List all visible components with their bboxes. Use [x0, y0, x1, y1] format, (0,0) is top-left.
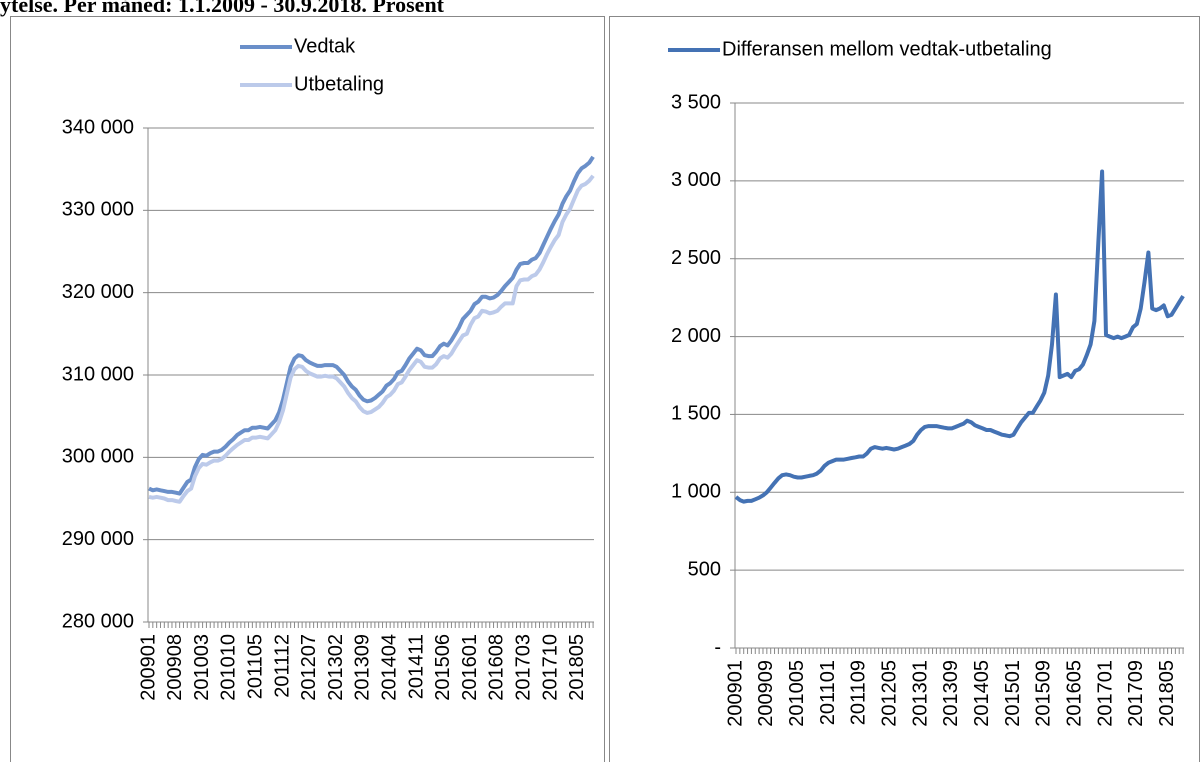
y-tick-label: 340 000 [62, 116, 134, 138]
data-line [148, 155, 595, 496]
x-tick-label: 201710 [539, 634, 561, 701]
figure-title: ytelse. Per måned: 1.1.2009 - 30.9.2018.… [0, 0, 445, 17]
x-tick-label: 201405 [971, 660, 993, 727]
x-tick-label: 201701 [1094, 660, 1116, 727]
x-tick-label: 201207 [298, 634, 320, 701]
right-frame [609, 16, 1200, 762]
x-tick-label: 201501 [1002, 660, 1024, 727]
x-tick-label: 201509 [1033, 660, 1055, 727]
y-tick-label: 330 000 [62, 199, 134, 221]
x-tick-label: 200901 [137, 634, 159, 701]
x-tick-label: 201109 [848, 660, 870, 725]
x-tick-label: 201105 [244, 634, 266, 699]
x-tick-label: 200908 [164, 634, 186, 701]
y-tick-label: 2 500 [671, 247, 721, 269]
x-tick-label: 200909 [755, 660, 777, 727]
y-tick-label: 310 000 [62, 363, 134, 385]
x-tick-label: 201112 [271, 634, 293, 698]
x-tick-label: 201005 [786, 660, 808, 727]
x-tick-label: 201709 [1125, 660, 1147, 727]
x-tick-label: 201608 [486, 634, 508, 701]
x-tick-label: 201404 [378, 634, 400, 701]
y-tick-label: 1 000 [671, 481, 721, 503]
y-tick-label: 300 000 [62, 446, 134, 468]
x-tick-label: 201805 [566, 634, 588, 701]
y-tick-label: 3 000 [671, 169, 721, 191]
x-tick-label: 201411 [405, 634, 427, 699]
x-tick-label: 201805 [1156, 660, 1178, 727]
x-tick-label: 201302 [325, 634, 347, 701]
y-tick-label: 320 000 [62, 281, 134, 303]
y-tick-label: 2 000 [671, 325, 721, 347]
y-tick-label: - [714, 636, 721, 658]
x-tick-label: 201309 [940, 660, 962, 727]
x-tick-label: 201101 [817, 660, 839, 725]
data-line [734, 169, 1185, 504]
legend-label: Vedtak [294, 35, 356, 57]
legend-label: Differansen mellom vedtak-utbetaling [722, 38, 1052, 60]
left-frame [10, 16, 605, 762]
legend-label: Utbetaling [294, 73, 384, 95]
x-tick-label: 201309 [352, 634, 374, 701]
x-tick-label: 201601 [459, 634, 481, 701]
x-tick-label: 201003 [191, 634, 213, 701]
data-line [148, 174, 595, 504]
x-tick-label: 201205 [878, 660, 900, 727]
x-tick-label: 201506 [432, 634, 454, 701]
y-tick-label: 280 000 [62, 610, 134, 632]
y-tick-label: 3 500 [671, 91, 721, 113]
x-tick-label: 201010 [218, 634, 240, 701]
x-tick-label: 201301 [909, 660, 931, 727]
y-tick-label: 290 000 [62, 528, 134, 550]
x-tick-label: 201605 [1063, 660, 1085, 727]
y-tick-label: 1 500 [671, 403, 721, 425]
x-tick-label: 201703 [512, 634, 534, 701]
x-tick-label: 200901 [724, 660, 746, 727]
y-tick-label: 500 [688, 558, 721, 580]
